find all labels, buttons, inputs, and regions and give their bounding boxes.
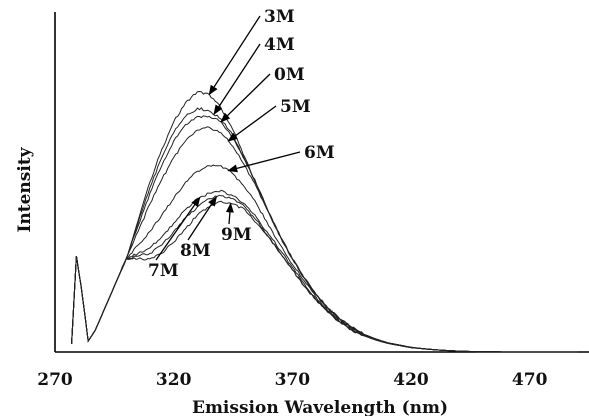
annotation-arrow-7M <box>155 196 201 261</box>
annotation-arrow-0M <box>220 73 271 123</box>
x-tick-label-420: 420 <box>393 370 429 390</box>
annotation-label-9M: 9M <box>221 225 252 245</box>
series-line-3M <box>71 90 578 353</box>
annotation-arrow-5M <box>227 105 277 142</box>
x-tick-label-470: 470 <box>512 370 548 390</box>
annotation-arrow-9M <box>225 202 234 225</box>
x-tick-label-270: 270 <box>37 370 73 390</box>
series-lines <box>71 90 578 353</box>
y-axis-title: Intensity <box>15 146 35 232</box>
x-tick-label-370: 370 <box>275 370 311 390</box>
series-line-9M <box>71 200 578 353</box>
annotation-label-4M: 4M <box>264 35 295 55</box>
annotation-label-6M: 6M <box>304 143 335 163</box>
x-axis-title: Emission Wavelength (nm) <box>192 398 448 416</box>
x-tick-labels: 270 320 370 420 470 <box>37 370 547 390</box>
annotation-label-3M: 3M <box>264 7 295 27</box>
annotation-label-5M: 5M <box>280 97 311 117</box>
annotation-arrow-3M <box>208 15 261 96</box>
annotation-label-7M: 7M <box>148 261 179 281</box>
annotation-label-8M: 8M <box>180 241 211 261</box>
annotation-arrow-4M <box>213 43 261 116</box>
annotation-label-0M: 0M <box>274 65 305 85</box>
annotation-arrow-8M <box>187 196 217 241</box>
annotation-arrow-6M <box>227 151 301 173</box>
x-tick-label-320: 320 <box>156 370 192 390</box>
